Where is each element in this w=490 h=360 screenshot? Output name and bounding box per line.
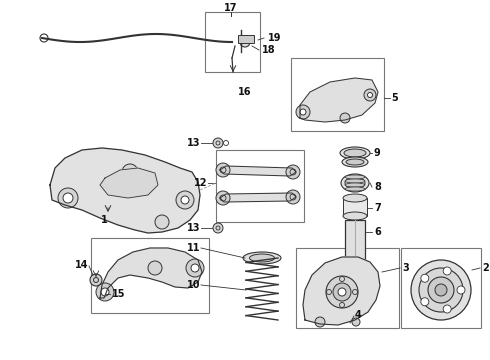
Circle shape — [428, 277, 454, 303]
Circle shape — [326, 276, 358, 308]
Circle shape — [340, 113, 350, 123]
Circle shape — [443, 305, 451, 313]
Circle shape — [40, 34, 48, 42]
Text: 1: 1 — [100, 215, 107, 225]
Ellipse shape — [345, 177, 365, 189]
Polygon shape — [100, 168, 158, 198]
Ellipse shape — [342, 157, 368, 167]
Ellipse shape — [345, 187, 365, 191]
Polygon shape — [220, 193, 296, 202]
Circle shape — [122, 164, 138, 180]
Circle shape — [213, 223, 223, 233]
Text: 3: 3 — [402, 263, 409, 273]
Bar — [296, 248, 399, 328]
Circle shape — [155, 215, 169, 229]
Bar — [238, 35, 254, 43]
Text: 19: 19 — [268, 33, 281, 43]
Text: 13: 13 — [187, 223, 200, 233]
Ellipse shape — [345, 175, 365, 179]
Ellipse shape — [243, 252, 281, 264]
Ellipse shape — [344, 149, 366, 157]
Text: 16: 16 — [238, 87, 251, 97]
Circle shape — [435, 284, 447, 296]
Text: 11: 11 — [187, 243, 200, 253]
Circle shape — [216, 191, 230, 205]
Ellipse shape — [345, 179, 365, 183]
Circle shape — [333, 283, 351, 301]
Ellipse shape — [343, 194, 367, 202]
Circle shape — [296, 105, 310, 119]
Circle shape — [368, 93, 372, 98]
Polygon shape — [300, 78, 378, 122]
Circle shape — [411, 260, 471, 320]
Text: 2: 2 — [482, 263, 489, 273]
Ellipse shape — [249, 254, 274, 262]
Circle shape — [443, 267, 451, 275]
Polygon shape — [50, 148, 200, 233]
Polygon shape — [100, 248, 202, 298]
Bar — [91, 238, 209, 313]
Text: 12: 12 — [194, 178, 207, 188]
Bar — [345, 220, 365, 275]
Circle shape — [421, 298, 429, 306]
Text: 5: 5 — [391, 93, 398, 103]
Circle shape — [213, 138, 223, 148]
Text: 10: 10 — [187, 280, 200, 290]
Text: 4: 4 — [355, 310, 362, 320]
Circle shape — [148, 261, 162, 275]
Circle shape — [181, 196, 189, 204]
Circle shape — [176, 191, 194, 209]
Circle shape — [90, 274, 102, 286]
Ellipse shape — [340, 147, 370, 159]
Circle shape — [421, 274, 429, 282]
Circle shape — [286, 190, 300, 204]
Circle shape — [364, 89, 376, 101]
Circle shape — [457, 286, 465, 294]
Text: 6: 6 — [374, 227, 381, 237]
Ellipse shape — [346, 159, 364, 165]
Bar — [343, 198, 367, 216]
Polygon shape — [303, 257, 380, 325]
Text: 7: 7 — [374, 203, 381, 213]
Circle shape — [101, 288, 109, 296]
Text: 8: 8 — [374, 182, 381, 192]
Circle shape — [63, 193, 73, 203]
Ellipse shape — [343, 212, 367, 220]
Circle shape — [216, 163, 230, 177]
Circle shape — [58, 188, 78, 208]
Circle shape — [338, 288, 346, 296]
Bar — [205, 12, 260, 72]
Circle shape — [315, 317, 325, 327]
Circle shape — [96, 283, 114, 301]
Circle shape — [419, 268, 463, 312]
Ellipse shape — [345, 183, 365, 187]
Circle shape — [286, 165, 300, 179]
Bar — [291, 58, 384, 131]
Circle shape — [186, 259, 204, 277]
Circle shape — [191, 264, 199, 272]
Text: 15: 15 — [112, 289, 125, 299]
Text: 13: 13 — [187, 138, 200, 148]
Ellipse shape — [341, 174, 369, 192]
Text: 17: 17 — [224, 3, 238, 13]
Text: 18: 18 — [262, 45, 275, 55]
Bar — [216, 150, 304, 222]
Bar — [401, 248, 481, 328]
Circle shape — [300, 109, 306, 115]
Text: 9: 9 — [374, 148, 381, 158]
Circle shape — [352, 318, 360, 326]
Circle shape — [240, 37, 250, 47]
Text: 14: 14 — [74, 260, 88, 270]
Polygon shape — [220, 166, 296, 176]
